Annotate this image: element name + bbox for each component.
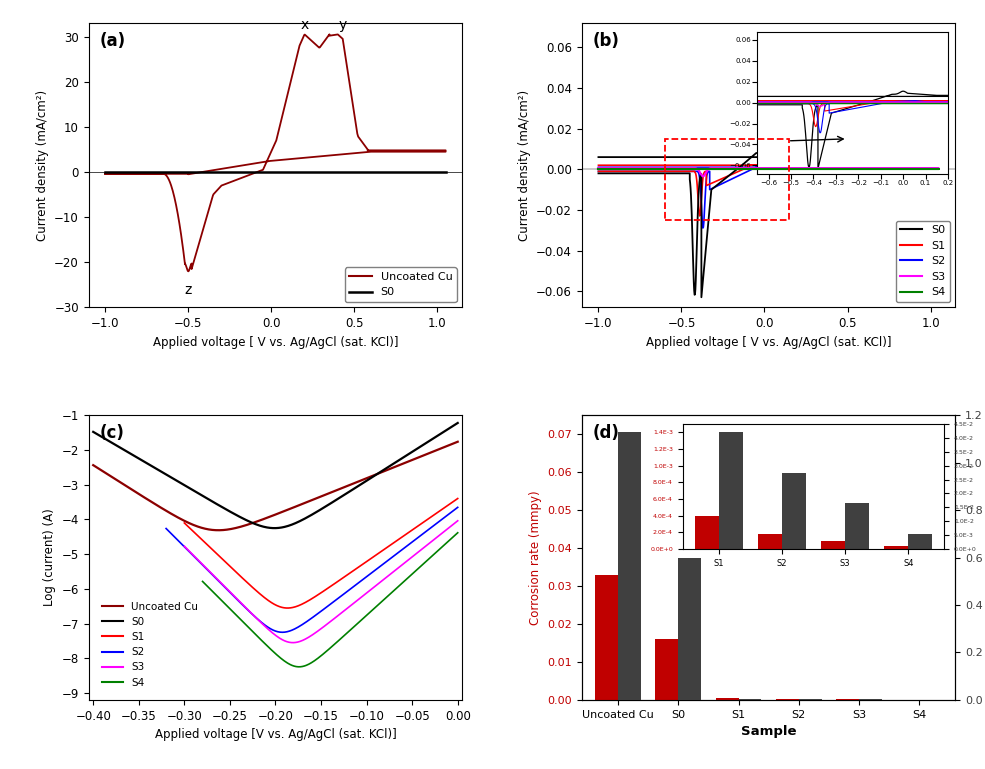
Text: (c): (c) — [99, 424, 125, 442]
Y-axis label: Current density (mA/cm²): Current density (mA/cm²) — [35, 90, 48, 241]
Bar — [782, 473, 806, 549]
Text: z: z — [184, 282, 192, 297]
Bar — [716, 698, 739, 700]
Legend: Uncoated Cu, S0: Uncoated Cu, S0 — [345, 268, 457, 302]
Text: (b): (b) — [593, 32, 620, 49]
Bar — [595, 574, 618, 700]
Text: y: y — [339, 18, 347, 32]
Bar — [719, 432, 743, 549]
X-axis label: Applied voltage [ V vs. Ag/AgCl (sat. KCl)]: Applied voltage [ V vs. Ag/AgCl (sat. KC… — [153, 336, 398, 348]
X-axis label: Applied voltage [V vs. Ag/AgCl (sat. KCl)]: Applied voltage [V vs. Ag/AgCl (sat. KCl… — [155, 728, 396, 741]
Legend: Uncoated Cu, S0, S1, S2, S3, S4: Uncoated Cu, S0, S1, S2, S3, S4 — [98, 598, 202, 692]
Y-axis label: Current density (mA/cm²): Current density (mA/cm²) — [518, 90, 531, 241]
Bar — [739, 699, 761, 700]
X-axis label: Applied voltage [ V vs. Ag/AgCl (sat. KCl)]: Applied voltage [ V vs. Ag/AgCl (sat. KC… — [646, 336, 891, 348]
Bar — [655, 639, 679, 700]
X-axis label: Sample: Sample — [741, 725, 797, 738]
Text: (d): (d) — [593, 424, 620, 442]
Bar — [679, 558, 701, 700]
Bar — [908, 534, 933, 549]
Y-axis label: Corrosion rate (mmpy): Corrosion rate (mmpy) — [529, 491, 542, 625]
Bar — [618, 432, 641, 700]
Y-axis label: Log (current) (A): Log (current) (A) — [43, 509, 56, 607]
Text: x: x — [300, 18, 308, 32]
Text: (a): (a) — [99, 32, 126, 49]
Legend: S0, S1, S2, S3, S4: S0, S1, S2, S3, S4 — [895, 221, 950, 302]
Bar — [845, 503, 869, 549]
